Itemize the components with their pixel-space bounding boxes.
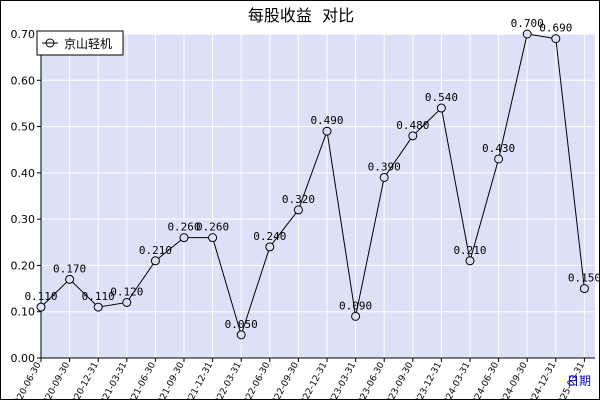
grid	[40, 33, 595, 358]
data-point	[150, 256, 160, 266]
data-point	[408, 131, 418, 141]
series	[36, 29, 589, 340]
x-tick-label: 2020-09-30	[39, 360, 73, 399]
data-label: 0.110	[24, 290, 57, 303]
data-label: 0.540	[425, 91, 458, 104]
data-label: 0.150	[568, 272, 599, 285]
x-axis-title: 日期	[567, 374, 591, 388]
data-label: 0.170	[53, 262, 86, 275]
data-label: 0.260	[167, 221, 200, 234]
data-point	[579, 284, 589, 294]
data-label: 0.690	[539, 22, 572, 35]
x-tick-label: 2021-06-30	[125, 360, 159, 399]
x-tick-label: 2021-09-30	[153, 360, 187, 399]
data-label: 0.490	[310, 114, 343, 127]
y-tick-label: 0.70	[11, 28, 36, 41]
data-point	[265, 242, 275, 252]
data-point	[465, 256, 475, 266]
data-label: 0.210	[453, 244, 486, 257]
x-tick-label: 2024-06-30	[468, 360, 502, 399]
x-tick-label: 2020-06-30	[10, 360, 44, 399]
y-tick-label: 0.30	[11, 213, 36, 226]
data-point	[179, 233, 189, 243]
x-tick-label: 2022-12-31	[296, 361, 329, 399]
data-label: 0.480	[396, 119, 429, 132]
x-tick-label: 2024-12-31	[525, 361, 558, 399]
data-label: 0.320	[282, 193, 315, 206]
data-point	[293, 205, 303, 215]
x-tick-label: 2021-03-31	[96, 361, 129, 399]
data-point	[208, 233, 218, 243]
data-label: 0.050	[225, 318, 258, 331]
y-tick-label: 0.60	[11, 74, 36, 87]
data-point	[351, 311, 361, 321]
data-point	[551, 34, 561, 44]
data-point	[436, 103, 446, 113]
series-line	[40, 33, 585, 337]
x-tick-label: 2022-09-30	[268, 360, 302, 399]
data-label: 0.390	[368, 160, 401, 173]
data-label: 0.430	[482, 142, 515, 155]
data-point	[522, 29, 532, 39]
data-label: 0.240	[253, 230, 286, 243]
legend: 京山轻机	[36, 30, 124, 56]
x-tick-label: 2024-09-30	[496, 360, 530, 399]
plot-area	[41, 34, 595, 358]
x-tick-label: 2023-12-31	[411, 361, 444, 399]
legend-label: 京山轻机	[64, 37, 112, 51]
y-tick-label: 0.50	[11, 121, 36, 134]
data-point	[322, 126, 332, 136]
data-label: 0.700	[511, 17, 544, 30]
x-tick-label: 2023-03-31	[325, 361, 358, 399]
x-tick-label: 2022-06-30	[239, 360, 273, 399]
y-tick-label: 0.10	[11, 306, 36, 319]
data-label: 0.210	[139, 244, 172, 257]
data-point	[36, 302, 46, 312]
x-tick-label: 2020-12-31	[67, 361, 100, 399]
chart-title: 每股收益 对比	[248, 6, 354, 25]
x-tick-label: 2024-03-31	[439, 361, 472, 399]
data-point	[236, 330, 246, 340]
data-label: 0.110	[82, 290, 115, 303]
data-point	[494, 154, 504, 164]
data-point	[65, 274, 75, 284]
legend-marker	[45, 38, 55, 48]
data-point	[93, 302, 103, 312]
x-tick-label: 2022-03-31	[210, 361, 243, 399]
data-label: 0.260	[196, 221, 229, 234]
data-labels: 0.1100.1700.1100.1200.2100.2600.2600.050…	[24, 17, 599, 331]
y-tick-label: 0.20	[11, 259, 36, 272]
x-tick-label: 2023-09-30	[382, 360, 416, 399]
x-tick-label: 2021-12-31	[182, 361, 215, 399]
data-label: 0.090	[339, 299, 372, 312]
data-label: 0.120	[110, 285, 143, 298]
data-point	[122, 297, 132, 307]
x-tick-label: 2023-06-30	[353, 360, 387, 399]
y-tick-label: 0.00	[11, 352, 36, 365]
y-tick-label: 0.40	[11, 167, 36, 180]
data-point	[379, 172, 389, 182]
